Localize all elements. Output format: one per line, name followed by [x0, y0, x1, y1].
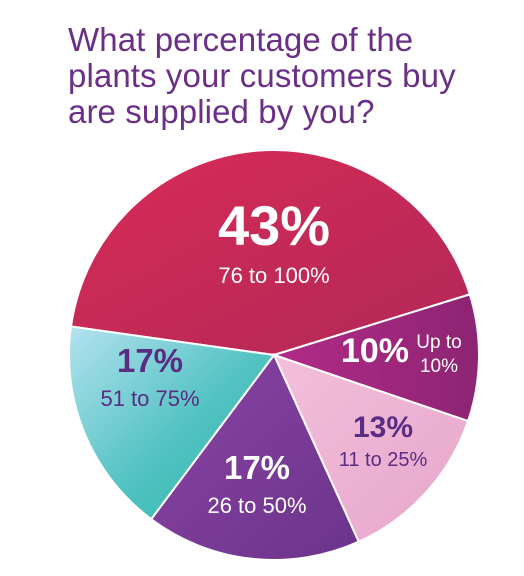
slice-label-2: 13% 11 to 25% [339, 411, 428, 471]
slice-percent-label: 43% [218, 194, 330, 257]
chart-title-line-1: What percentage of the [68, 21, 414, 58]
pie-labels: 43% 76 to 100% 10% Up to 10% 13% 11 to 25% 17% 2… [100, 194, 461, 518]
pie-slice-2 [272, 353, 470, 544]
slice-category-label: 26 to 50% [207, 493, 306, 518]
slice-percent-label: 13% [353, 411, 413, 444]
slice-category-label: 51 to 75% [100, 386, 199, 411]
slice-percent-label: 10% [341, 332, 409, 370]
chart-title-line-3: are supplied by you? [68, 93, 375, 130]
slice-label-3: 17% 26 to 50% [207, 449, 306, 518]
slice-label-1: 10% Up to 10% [341, 332, 462, 377]
chart-title-line-2: plants your customers buy [68, 57, 456, 94]
slice-percent-label: 17% [224, 449, 290, 486]
slice-category-label: 11 to 25% [339, 449, 428, 471]
pie-slices [68, 149, 480, 561]
slice-category-label: 10% [420, 356, 458, 377]
slice-category-label: Up to [416, 332, 461, 353]
slice-label-4: 17% 51 to 75% [100, 342, 199, 411]
pie-slice-1 [270, 293, 480, 423]
pie-slice-4 [68, 325, 276, 521]
slice-percent-label: 17% [117, 342, 183, 379]
slice-category-label: 76 to 100% [218, 263, 329, 288]
slice-label-0: 43% 76 to 100% [218, 194, 330, 288]
pie-slice-0 [69, 149, 472, 357]
chart-title: What percentage of the plants your custo… [68, 22, 508, 130]
pie-slice-3 [149, 353, 361, 561]
